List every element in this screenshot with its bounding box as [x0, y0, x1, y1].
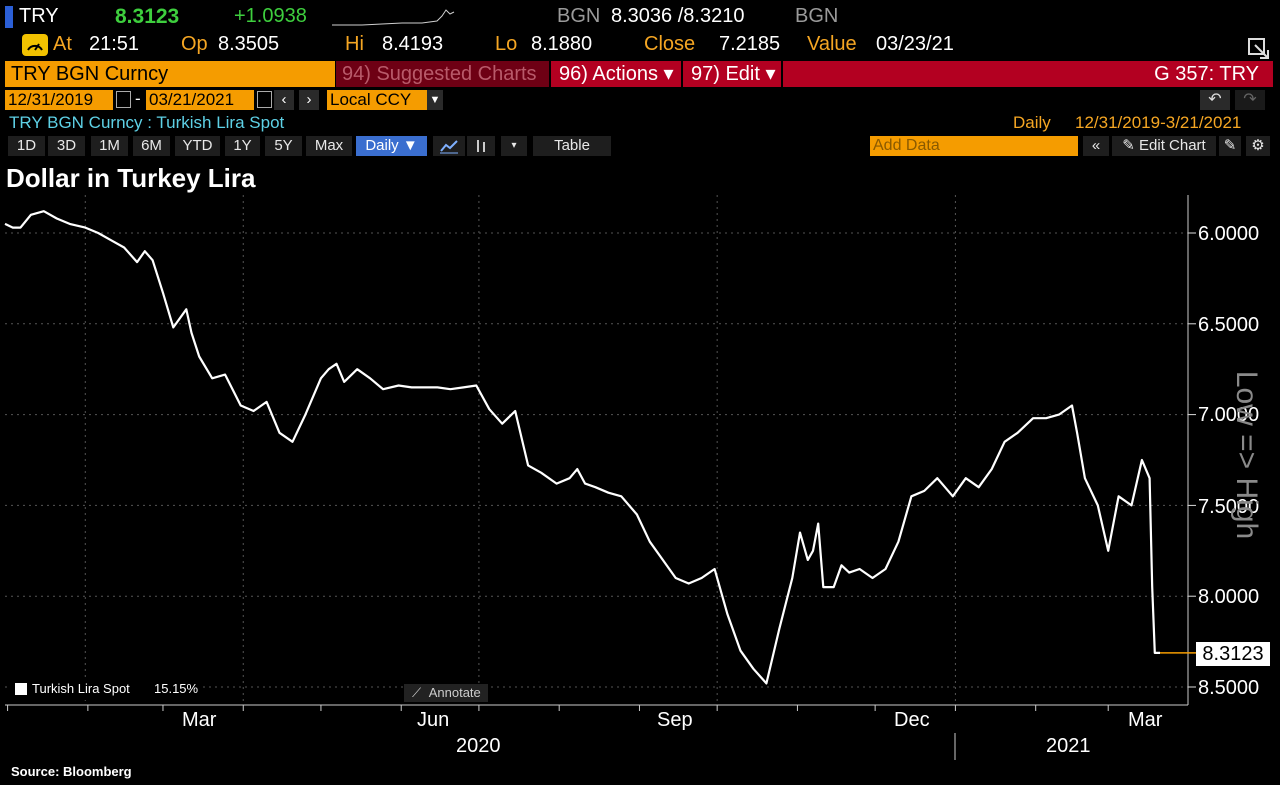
legend-swatch: [15, 683, 27, 695]
high-value: 8.4193: [382, 33, 444, 55]
gear-icon[interactable]: ⚙: [1246, 136, 1270, 156]
open-value: 8.3505: [218, 33, 280, 55]
y-tick-label: 7.0000: [1198, 404, 1260, 426]
redo-icon[interactable]: ↷: [1235, 90, 1265, 110]
y-axis-title-text: Low => High: [1230, 370, 1263, 540]
low-label: Lo: [495, 33, 518, 55]
y-tick-label: 8.0000: [1198, 586, 1260, 608]
annotate-label: Annotate: [428, 685, 481, 700]
bid-source: BGN: [557, 5, 601, 27]
undo-icon[interactable]: ↶: [1200, 90, 1230, 110]
x-tick-label: Mar: [182, 709, 217, 731]
annotate-button[interactable]: ⟋ Annotate: [404, 684, 488, 702]
collapse-icon[interactable]: «: [1083, 136, 1109, 156]
edit-chart-button[interactable]: ✎ Edit Chart: [1112, 136, 1216, 156]
period-1d-button[interactable]: 1D: [8, 136, 45, 156]
low-value: 8.1880: [531, 33, 593, 55]
export-icon[interactable]: [1246, 34, 1272, 60]
y-tick-label: 6.5000: [1198, 314, 1260, 336]
legend-label: Turkish Lira Spot: [32, 681, 130, 696]
bid-ask: 8.3036 /8.3210: [611, 5, 745, 27]
legend[interactable]: Turkish Lira Spot 15.15%: [8, 678, 201, 700]
high-label: Hi: [345, 33, 364, 55]
period-ytd-button[interactable]: YTD: [175, 136, 220, 156]
gauge-icon[interactable]: [22, 34, 48, 56]
x-tick-label: Dec: [894, 709, 930, 731]
close-label: Close: [644, 33, 696, 55]
x-tick-label: Sep: [657, 709, 693, 731]
page-code: G 357: TRY: [783, 61, 1273, 87]
calendar-icon[interactable]: [257, 91, 272, 108]
y-tick-label: 6.0000: [1198, 223, 1260, 245]
period-max-button[interactable]: Max: [306, 136, 352, 156]
period-3d-button[interactable]: 3D: [48, 136, 85, 156]
range-dash: -: [135, 89, 141, 108]
price-change: +1.0938: [234, 5, 307, 27]
open-label: Op: [181, 33, 208, 55]
last-value-label: 8.3123: [1196, 642, 1270, 666]
y-tick-label: 7.5000: [1198, 496, 1260, 518]
next-range-button[interactable]: ›: [299, 90, 319, 110]
suggested-charts-button[interactable]: 94) Suggested Charts: [336, 61, 549, 87]
period-5y-button[interactable]: 5Y: [265, 136, 302, 156]
chevron-down-icon[interactable]: ▼: [427, 90, 443, 110]
prev-range-button[interactable]: ‹: [274, 90, 294, 110]
legend-value: 15.15%: [154, 681, 199, 696]
ticker-marker: [5, 6, 13, 28]
series-line: [4, 210, 1160, 685]
at-time: 21:51: [89, 33, 140, 55]
bar-chart-icon[interactable]: [467, 136, 495, 156]
table-button[interactable]: Table: [533, 136, 611, 156]
date-range-label: 12/31/2019-3/21/2021: [1075, 113, 1242, 132]
chart-type-chevron-icon[interactable]: ▾: [501, 136, 527, 156]
value-label: Value: [807, 33, 857, 55]
ticker[interactable]: TRY: [19, 5, 59, 27]
y-axis-title: Low => High: [1228, 330, 1264, 580]
start-date-input[interactable]: 12/31/2019: [5, 90, 113, 110]
frequency-label: Daily: [1013, 113, 1051, 132]
pencil-icon: ✎: [1122, 137, 1135, 154]
last-price: 8.3123: [115, 5, 180, 28]
period-6m-button[interactable]: 6M: [133, 136, 170, 156]
security-field[interactable]: TRY BGN Curncy: [5, 61, 335, 87]
sparkline-icon: [332, 9, 455, 26]
ask-source: BGN: [795, 5, 839, 27]
edit-button[interactable]: 97) Edit ▾: [683, 61, 781, 87]
x-year-label: 2020: [456, 735, 501, 757]
chart-title: Dollar in Turkey Lira: [6, 163, 256, 193]
x-tick-label: Mar: [1128, 709, 1163, 731]
x-tick-label: Jun: [417, 709, 450, 731]
y-tick-label: 8.5000: [1198, 677, 1260, 699]
end-date-input[interactable]: 03/21/2021: [146, 90, 254, 110]
line-chart-icon[interactable]: [433, 136, 465, 156]
currency-select[interactable]: Local CCY: [327, 90, 427, 110]
x-year-label: 2021: [1046, 735, 1091, 757]
add-data-input[interactable]: Add Data: [870, 136, 1078, 156]
pencil-icon: ⟋: [412, 685, 422, 700]
period-1m-button[interactable]: 1M: [91, 136, 128, 156]
close-value: 7.2185: [719, 33, 781, 55]
value-date: 03/23/21: [876, 33, 954, 55]
security-description: TRY BGN Curncy : Turkish Lira Spot: [9, 113, 285, 132]
at-label: At: [53, 33, 72, 55]
frequency-dropdown[interactable]: Daily ▼: [356, 136, 427, 156]
edit-style-icon[interactable]: ✎: [1219, 136, 1241, 156]
source-label: Source: Bloomberg: [11, 764, 132, 779]
actions-button[interactable]: 96) Actions ▾: [551, 61, 681, 87]
calendar-icon[interactable]: [116, 91, 131, 108]
edit-chart-label: Edit Chart: [1139, 137, 1206, 154]
period-1y-button[interactable]: 1Y: [225, 136, 260, 156]
